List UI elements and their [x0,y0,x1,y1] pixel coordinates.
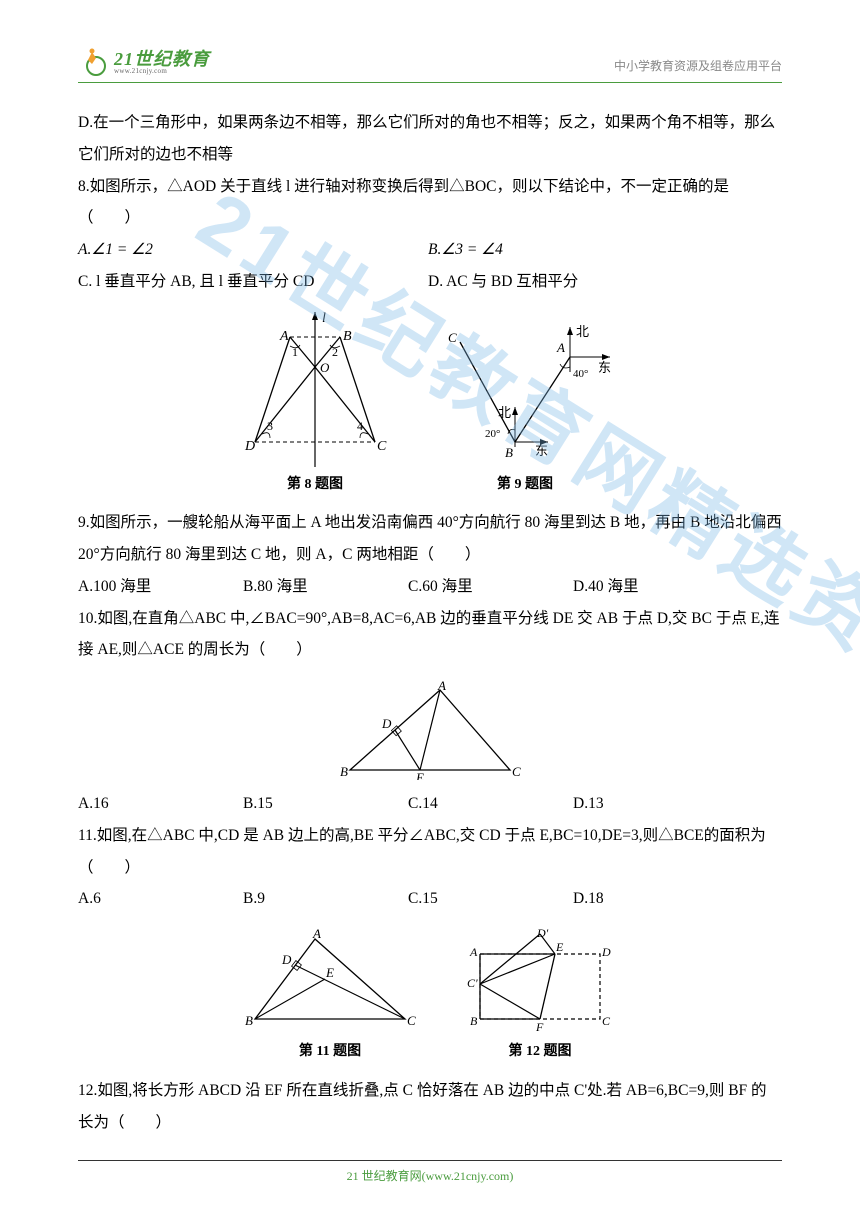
q7-option-d: D.在一个三角形中，如果两条边不相等，那么它们所对的角也不相等；反之，如果两个角… [78,107,782,171]
svg-text:A: A [437,680,446,693]
svg-text:B: B [245,1013,253,1028]
q11-opt-c: C.15 [408,883,573,915]
svg-text:东: 东 [598,360,611,375]
q11-stem: 11.如图,在△ABC 中,CD 是 AB 边上的高,BE 平分∠ABC,交 C… [78,820,782,884]
svg-text:B: B [470,1014,478,1028]
svg-text:C: C [448,330,457,345]
figure-9: 北 东 A 40° 北 东 B 20° C 第 9 题图 [430,312,620,500]
page-header: 21世纪教育 www.21cnjy.com 中小学教育资源及组卷应用平台 [0,0,860,78]
q9-stem: 9.如图所示，一艘轮船从海平面上 A 地出发沿南偏西 40°方向航行 80 海里… [78,507,782,571]
figure-12: A B C D D' E C' F 第 12 题图 [460,929,620,1067]
q9-opt-d: D.40 海里 [573,571,738,603]
fig8-caption: 第 8 题图 [287,471,343,500]
q11-opt-b: B.9 [243,883,408,915]
svg-text:B: B [340,764,348,779]
logo-area: 21世纪教育 www.21cnjy.com [78,46,210,78]
q9-opt-b: B.80 海里 [243,571,408,603]
page-footer: 21 世纪教育网(www.21cnjy.com) [0,1160,860,1184]
svg-text:C: C [512,764,521,779]
svg-text:20°: 20° [485,428,500,440]
svg-text:C': C' [467,976,478,990]
q9-opt-c: C.60 海里 [408,571,573,603]
svg-text:C: C [377,439,387,454]
svg-text:D: D [244,439,255,454]
logo-main-text: 21世纪教育 [114,50,210,68]
logo-text: 21世纪教育 www.21cnjy.com [114,50,210,75]
svg-text:3: 3 [267,419,273,433]
q10-opt-b: B.15 [243,788,408,820]
fig11-caption: 第 11 题图 [299,1038,361,1067]
svg-text:A: A [556,340,565,355]
q10-opt-c: C.14 [408,788,573,820]
figure-11: A B C D E 第 11 题图 [240,929,420,1067]
svg-text:D: D [281,952,292,967]
svg-text:B: B [505,445,513,460]
figure-row-11-12: A B C D E 第 11 题图 A B C [78,929,782,1067]
svg-text:北: 北 [498,405,511,420]
svg-text:E: E [415,770,424,780]
figure-row-8-9: l A B D C O 1 2 3 4 [78,312,782,500]
q10-stem: 10.如图,在直角△ABC 中,∠BAC=90°,AB=8,AC=6,AB 边的… [78,603,782,667]
q9-opt-a: A.100 海里 [78,571,243,603]
svg-text:D: D [381,716,392,731]
figure-10: A B C D E [330,680,530,780]
svg-text:A: A [312,929,321,941]
fig9-caption: 第 9 题图 [497,471,553,500]
q11-opt-d: D.18 [573,883,738,915]
q8-opt-c: C. l 垂直平分 AB, 且 l 垂直平分 CD [78,266,428,298]
q8-opt-b: B.∠3 = ∠4 [428,234,748,266]
header-right-text: 中小学教育资源及组卷应用平台 [614,57,782,78]
q11-opt-a: A.6 [78,883,243,915]
svg-text:4: 4 [357,419,363,433]
svg-text:O: O [320,360,330,375]
q10-opt-d: D.13 [573,788,738,820]
svg-text:E: E [325,965,334,980]
content-area: 21世纪教育网精选资料 D.在一个三角形中，如果两条边不相等，那么它们所对的角也… [0,83,860,1138]
q11-options: A.6 B.9 C.15 D.18 [78,883,782,915]
q10-options: A.16 B.15 C.14 D.13 [78,788,782,820]
svg-text:l: l [322,312,326,326]
footer-divider [78,1160,782,1161]
logo-sub-text: www.21cnjy.com [114,68,210,75]
svg-text:C: C [602,1014,611,1028]
footer-text: 21 世纪教育网(www.21cnjy.com) [0,1167,860,1184]
q12-stem: 12.如图,将长方形 ABCD 沿 EF 所在直线折叠,点 C 恰好落在 AB … [78,1075,782,1139]
logo-icon [78,46,110,78]
q8-options-cd: C. l 垂直平分 AB, 且 l 垂直平分 CD D. AC 与 BD 互相平… [78,266,782,298]
svg-text:A: A [469,945,478,959]
q9-options: A.100 海里 B.80 海里 C.60 海里 D.40 海里 [78,571,782,603]
q8-options-ab: A.∠1 = ∠2 B.∠3 = ∠4 [78,234,782,266]
svg-text:40°: 40° [573,368,588,380]
svg-text:北: 北 [576,324,589,339]
q8-stem: 8.如图所示，△AOD 关于直线 l 进行轴对称变换后得到△BOC，则以下结论中… [78,171,782,235]
svg-text:A: A [279,329,289,344]
q8-opt-a: A.∠1 = ∠2 [78,234,428,266]
svg-text:D: D [601,945,611,959]
q10-opt-a: A.16 [78,788,243,820]
svg-text:F: F [535,1020,544,1034]
svg-text:E: E [555,940,564,954]
q8-opt-d: D. AC 与 BD 互相平分 [428,266,748,298]
fig12-caption: 第 12 题图 [509,1038,572,1067]
svg-text:东: 东 [535,443,548,458]
figure-8: l A B D C O 1 2 3 4 [240,312,390,500]
svg-text:C: C [407,1013,416,1028]
svg-text:B: B [343,329,352,344]
figure-row-10: A B C D E [78,680,782,780]
svg-text:D': D' [536,929,549,940]
